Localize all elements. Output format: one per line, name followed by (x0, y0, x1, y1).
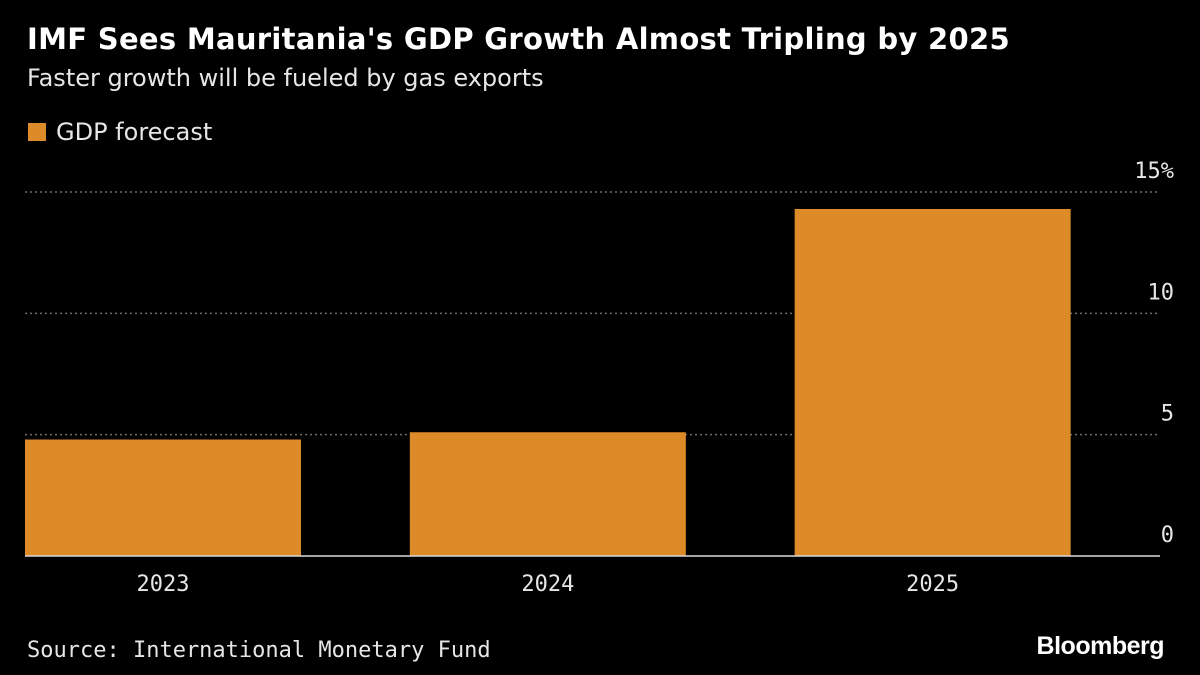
y-tick-label: 10 (1148, 280, 1175, 305)
y-tick-labels: 0 5 10 15% (1134, 159, 1174, 548)
x-tick-label: 2023 (137, 572, 190, 597)
x-tick-label: 2024 (521, 572, 574, 597)
chart-subtitle: Faster growth will be fueled by gas expo… (27, 64, 544, 92)
y-tick-label: 5 (1161, 402, 1174, 427)
bars (25, 208, 1071, 556)
legend: GDP forecast (28, 118, 212, 146)
bar-2023 (25, 439, 301, 556)
legend-label: GDP forecast (56, 118, 213, 146)
x-tick-label: 2025 (906, 572, 959, 597)
bloomberg-logo: Bloomberg (1036, 632, 1165, 660)
bar-2025 (794, 208, 1071, 556)
legend-swatch (28, 123, 46, 141)
source-note: Source: International Monetary Fund (27, 638, 491, 663)
x-tick-labels: 2023 2024 2025 (137, 572, 960, 597)
y-tick-label: 15% (1134, 159, 1174, 184)
y-tick-label: 0 (1161, 523, 1174, 548)
chart-title: IMF Sees Mauritania's GDP Growth Almost … (27, 22, 1010, 56)
bar-2024 (409, 432, 686, 556)
